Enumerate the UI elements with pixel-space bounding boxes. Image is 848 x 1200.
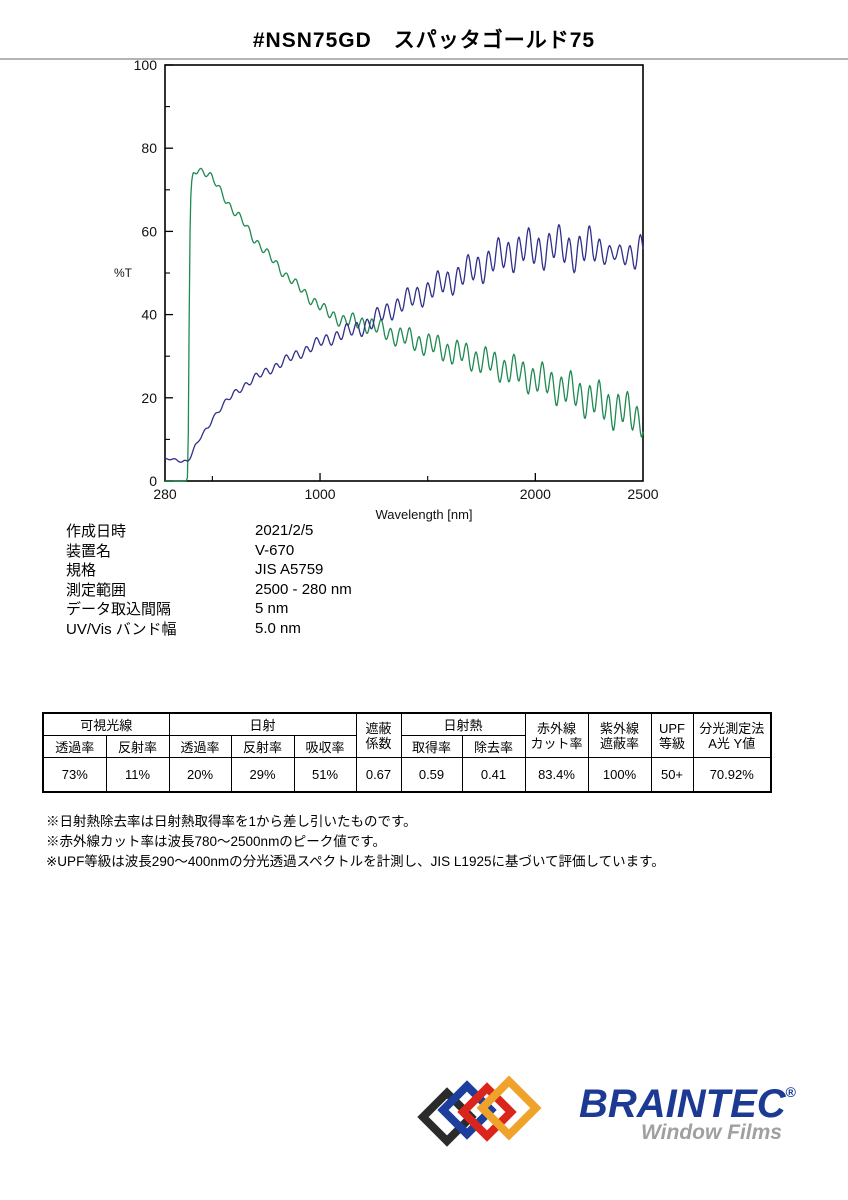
meta-value: 2500 - 280 nm xyxy=(255,580,352,598)
subheader-heat-rejection: 除去率 xyxy=(461,735,526,758)
x-tick-label: 1000 xyxy=(304,486,335,502)
footnotes: ※日射熱除去率は日射熱取得率を1から差し引いたものです。 ※赤外線カット率は波長… xyxy=(46,812,665,872)
footnote-line: ※UPF等級は波長290～400nmの分光透過スペクトルを計測し、JIS L19… xyxy=(46,854,665,869)
meta-label: データ取込間隔 xyxy=(66,601,172,619)
x-axis-title: Wavelength [nm] xyxy=(375,507,472,522)
value-spectro-a-y: 70.92% xyxy=(692,757,772,792)
plot-border xyxy=(164,64,644,482)
meta-label: 作成日時 xyxy=(66,523,127,541)
subheader-solar-reflectance: 反射率 xyxy=(230,735,295,758)
meta-label: UV/Vis バンド幅 xyxy=(66,620,177,638)
meta-value: 2021/2/5 xyxy=(255,522,314,540)
y-tick-label: 0 xyxy=(149,473,157,489)
header-upf-grade: UPF 等級 xyxy=(650,712,694,758)
subheader-heat-gain: 取得率 xyxy=(400,735,463,758)
logo-text: BRAINTEC® Window Films xyxy=(536,1084,796,1145)
measurement-metadata: 作成日時 2021/2/5 装置名 V-670 規格 JIS A5759 測定範… xyxy=(66,521,352,638)
subheader-solar-transmittance: 透過率 xyxy=(168,735,232,758)
y-tick-label: 100 xyxy=(134,57,158,73)
braintec-logo: BRAINTEC® Window Films xyxy=(417,1075,796,1172)
y-tick-label: 80 xyxy=(141,140,157,156)
meta-value: 5 nm xyxy=(255,600,289,618)
page-title: #NSN75GD スパッタゴールド75 xyxy=(252,29,596,52)
y-tick-label: 20 xyxy=(141,390,157,406)
header-solar: 日射 xyxy=(168,712,357,736)
y-tick-label: 40 xyxy=(141,307,157,323)
y-tick-label: 60 xyxy=(141,223,157,239)
meta-row: 装置名 V-670 xyxy=(66,541,352,561)
meta-value: V-670 xyxy=(255,541,295,559)
meta-row: 測定範囲 2500 - 280 nm xyxy=(66,580,352,600)
subheader-vis-reflectance: 反射率 xyxy=(105,735,170,758)
value-vis-transmittance: 73% xyxy=(42,757,107,792)
results-table: 可視光線 日射 遮蔽 係数 日射熱 赤外線 カット率 紫外線 遮蔽率 UPF 等… xyxy=(42,712,772,793)
spectrum-chart: 0 20 40 60 80 100 280 1000 2000 2500 %T Wavelength … xyxy=(114,57,659,522)
value-shading-coefficient: 0.67 xyxy=(355,757,402,792)
meta-label: 測定範囲 xyxy=(66,581,127,599)
header-spectro-a-y: 分光測定法 A光 Y値 xyxy=(692,712,772,758)
header-visible-light: 可視光線 xyxy=(42,712,170,736)
value-heat-gain: 0.59 xyxy=(400,757,463,792)
meta-row: UV/Vis バンド幅 5.0 nm xyxy=(66,619,352,639)
value-upf-grade: 50+ xyxy=(650,757,694,792)
value-vis-reflectance: 11% xyxy=(105,757,170,792)
footnote-line: ※日射熱除去率は日射熱取得率を1から差し引いたものです。 xyxy=(46,814,417,829)
value-solar-absorptance: 51% xyxy=(293,757,357,792)
logo-mark-icon xyxy=(417,1075,542,1154)
meta-row: 規格 JIS A5759 xyxy=(66,560,352,580)
header-shading-coefficient: 遮蔽 係数 xyxy=(355,712,402,758)
meta-label: 規格 xyxy=(66,562,97,580)
x-tick-label: 2500 xyxy=(627,486,658,502)
value-heat-rejection: 0.41 xyxy=(461,757,526,792)
logo-tagline: Window Films xyxy=(641,1121,782,1144)
header-uv-shield-rate: 紫外線 遮蔽率 xyxy=(587,712,652,758)
registered-trademark-symbol: ® xyxy=(785,1083,796,1100)
meta-row: データ取込間隔 5 nm xyxy=(66,599,352,619)
x-tick-label: 280 xyxy=(153,486,177,502)
value-uv-shield-rate: 100% xyxy=(587,757,652,792)
meta-label: 装置名 xyxy=(66,542,112,560)
green-curve xyxy=(165,167,644,482)
value-solar-transmittance: 20% xyxy=(168,757,232,792)
title-divider xyxy=(0,58,848,60)
subheader-vis-transmittance: 透過率 xyxy=(42,735,107,758)
meta-value: 5.0 nm xyxy=(255,619,301,637)
subheader-solar-absorptance: 吸収率 xyxy=(293,735,357,758)
header-ir-cut-rate: 赤外線 カット率 xyxy=(524,712,589,758)
value-solar-reflectance: 29% xyxy=(230,757,295,792)
x-tick-label: 2000 xyxy=(520,486,551,502)
logo-brand-text: BRAINTEC xyxy=(579,1082,786,1126)
value-ir-cut-rate: 83.4% xyxy=(524,757,589,792)
meta-row: 作成日時 2021/2/5 xyxy=(66,521,352,541)
meta-value: JIS A5759 xyxy=(255,561,324,579)
y-axis-title: %T xyxy=(114,266,133,280)
footnote-line: ※赤外線カット率は波長780～2500nmのピーク値です。 xyxy=(46,834,386,849)
navy-curve xyxy=(164,224,644,463)
header-solar-heat: 日射熱 xyxy=(400,712,526,736)
